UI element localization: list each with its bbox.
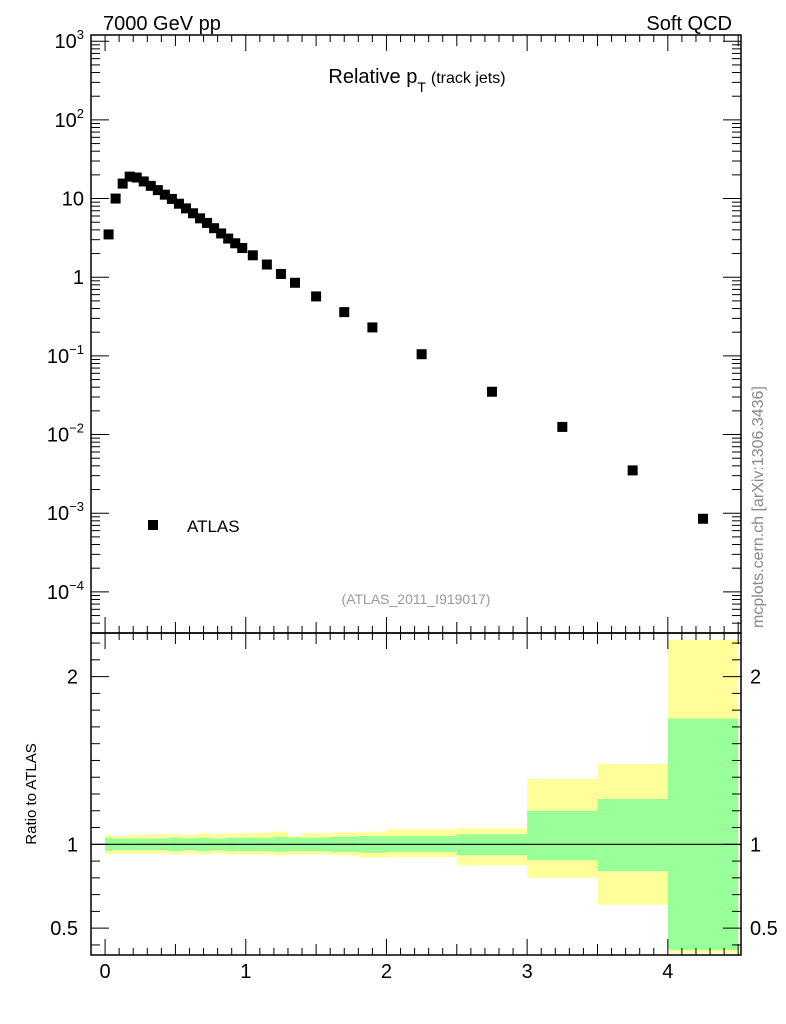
data-point bbox=[339, 307, 350, 318]
ratio-frame bbox=[90, 632, 742, 956]
tick-exponent: 2 bbox=[77, 106, 84, 121]
data-point bbox=[698, 513, 709, 524]
data-point bbox=[202, 217, 213, 228]
ratio-band-outer bbox=[105, 639, 739, 954]
ratio-axis-ticks bbox=[91, 633, 741, 955]
ratio-y-tick-label-right: 1 bbox=[750, 834, 761, 856]
data-point bbox=[180, 203, 191, 214]
x-tick-label: 0 bbox=[100, 961, 111, 983]
tick-exponent: 3 bbox=[77, 27, 84, 42]
data-point bbox=[152, 185, 163, 196]
data-point bbox=[261, 259, 272, 270]
data-point bbox=[173, 198, 184, 209]
main-frame bbox=[90, 34, 742, 634]
data-point bbox=[117, 178, 128, 189]
tick-base: 10 bbox=[47, 503, 69, 525]
data-point bbox=[627, 465, 638, 476]
header-left: 7000 GeV pp bbox=[103, 13, 221, 35]
watermark: mcplots.cern.ch [arXiv:1306.3436] bbox=[750, 386, 767, 628]
ratio-y-tick-label-left: 2 bbox=[67, 667, 78, 689]
data-point bbox=[223, 233, 234, 244]
tick-base: 10 bbox=[47, 582, 69, 604]
tick-base: 10 bbox=[55, 110, 77, 132]
main-y-tick-label: 102 bbox=[55, 106, 84, 132]
x-tick-label: 3 bbox=[522, 961, 533, 983]
data-point bbox=[230, 238, 241, 249]
ratio-band-inner bbox=[105, 718, 739, 950]
ratio-y-tick-label-left: 0.5 bbox=[50, 918, 78, 940]
ratio-y-axis-label: Ratio to ATLAS bbox=[23, 743, 40, 844]
data-point bbox=[159, 189, 170, 200]
data-point bbox=[131, 172, 142, 183]
x-tick-label: 1 bbox=[240, 961, 251, 983]
tick-base: 1 bbox=[73, 267, 84, 289]
data-point bbox=[145, 180, 156, 191]
legend-label: ATLAS bbox=[187, 517, 240, 536]
data-point bbox=[195, 213, 206, 224]
ratio-band-inner-bin bbox=[597, 799, 668, 872]
data-point bbox=[237, 243, 248, 254]
data-point bbox=[557, 421, 568, 432]
data-point bbox=[247, 250, 258, 261]
ratio-y-tick-labels: 2 2 1 1 0.5 0.5 bbox=[50, 667, 778, 941]
tick-base: 10 bbox=[62, 189, 84, 211]
ratio-y-tick-label-right: 0.5 bbox=[750, 918, 778, 940]
x-tick-label: 2 bbox=[381, 961, 392, 983]
tick-base: 10 bbox=[47, 425, 69, 447]
ratio-band-inner-bin bbox=[667, 718, 739, 950]
data-point bbox=[367, 322, 378, 333]
legend-marker bbox=[148, 520, 158, 530]
ratio-y-tick-label-right: 2 bbox=[750, 667, 761, 689]
data-point bbox=[416, 349, 427, 360]
main-y-tick-label: 1 bbox=[73, 267, 84, 289]
tick-base: 10 bbox=[55, 31, 77, 53]
tick-exponent: −3 bbox=[69, 499, 84, 514]
data-point bbox=[103, 229, 114, 240]
main-axis-ticks bbox=[91, 35, 741, 634]
x-tick-labels: 0 1 2 3 4 bbox=[100, 961, 674, 983]
ratio-panel: 2 2 1 1 0.5 0.5 0 1 2 3 4 Ratio to ATLAS bbox=[23, 632, 778, 983]
main-y-tick-label: 10−2 bbox=[47, 421, 84, 447]
data-point bbox=[188, 208, 199, 219]
main-y-tick-label: 10−1 bbox=[47, 342, 84, 368]
data-point bbox=[216, 228, 227, 239]
main-title-subscript: T bbox=[417, 79, 426, 95]
main-y-tick-label: 10−4 bbox=[47, 578, 84, 604]
tick-exponent: −4 bbox=[69, 578, 84, 593]
data-point bbox=[110, 193, 121, 204]
main-title: Relative pT (track jets) bbox=[328, 66, 505, 95]
data-point bbox=[275, 268, 286, 279]
x-tick-label: 4 bbox=[662, 961, 673, 983]
main-y-tick-label: 10−3 bbox=[47, 499, 84, 525]
data-point bbox=[124, 171, 135, 182]
ratio-band-inner-bin bbox=[527, 810, 598, 861]
main-y-tick-label: 10 bbox=[62, 189, 84, 211]
tick-exponent: −2 bbox=[69, 421, 84, 436]
header-right: Soft QCD bbox=[646, 13, 732, 35]
data-point bbox=[166, 193, 177, 204]
main-y-tick-label: 103 bbox=[55, 27, 84, 53]
main-data-markers bbox=[103, 171, 709, 524]
main-title-text: Relative p bbox=[328, 66, 417, 88]
data-point bbox=[290, 277, 301, 288]
tick-exponent: −1 bbox=[69, 342, 84, 357]
data-point bbox=[486, 386, 497, 397]
tick-base: 10 bbox=[47, 346, 69, 368]
data-point bbox=[138, 176, 149, 187]
main-title-qualifier: (track jets) bbox=[431, 70, 506, 87]
analysis-id: (ATLAS_2011_I919017) bbox=[342, 591, 491, 607]
data-point bbox=[311, 291, 322, 302]
data-point bbox=[209, 223, 220, 234]
ratio-y-tick-label-left: 1 bbox=[67, 834, 78, 856]
